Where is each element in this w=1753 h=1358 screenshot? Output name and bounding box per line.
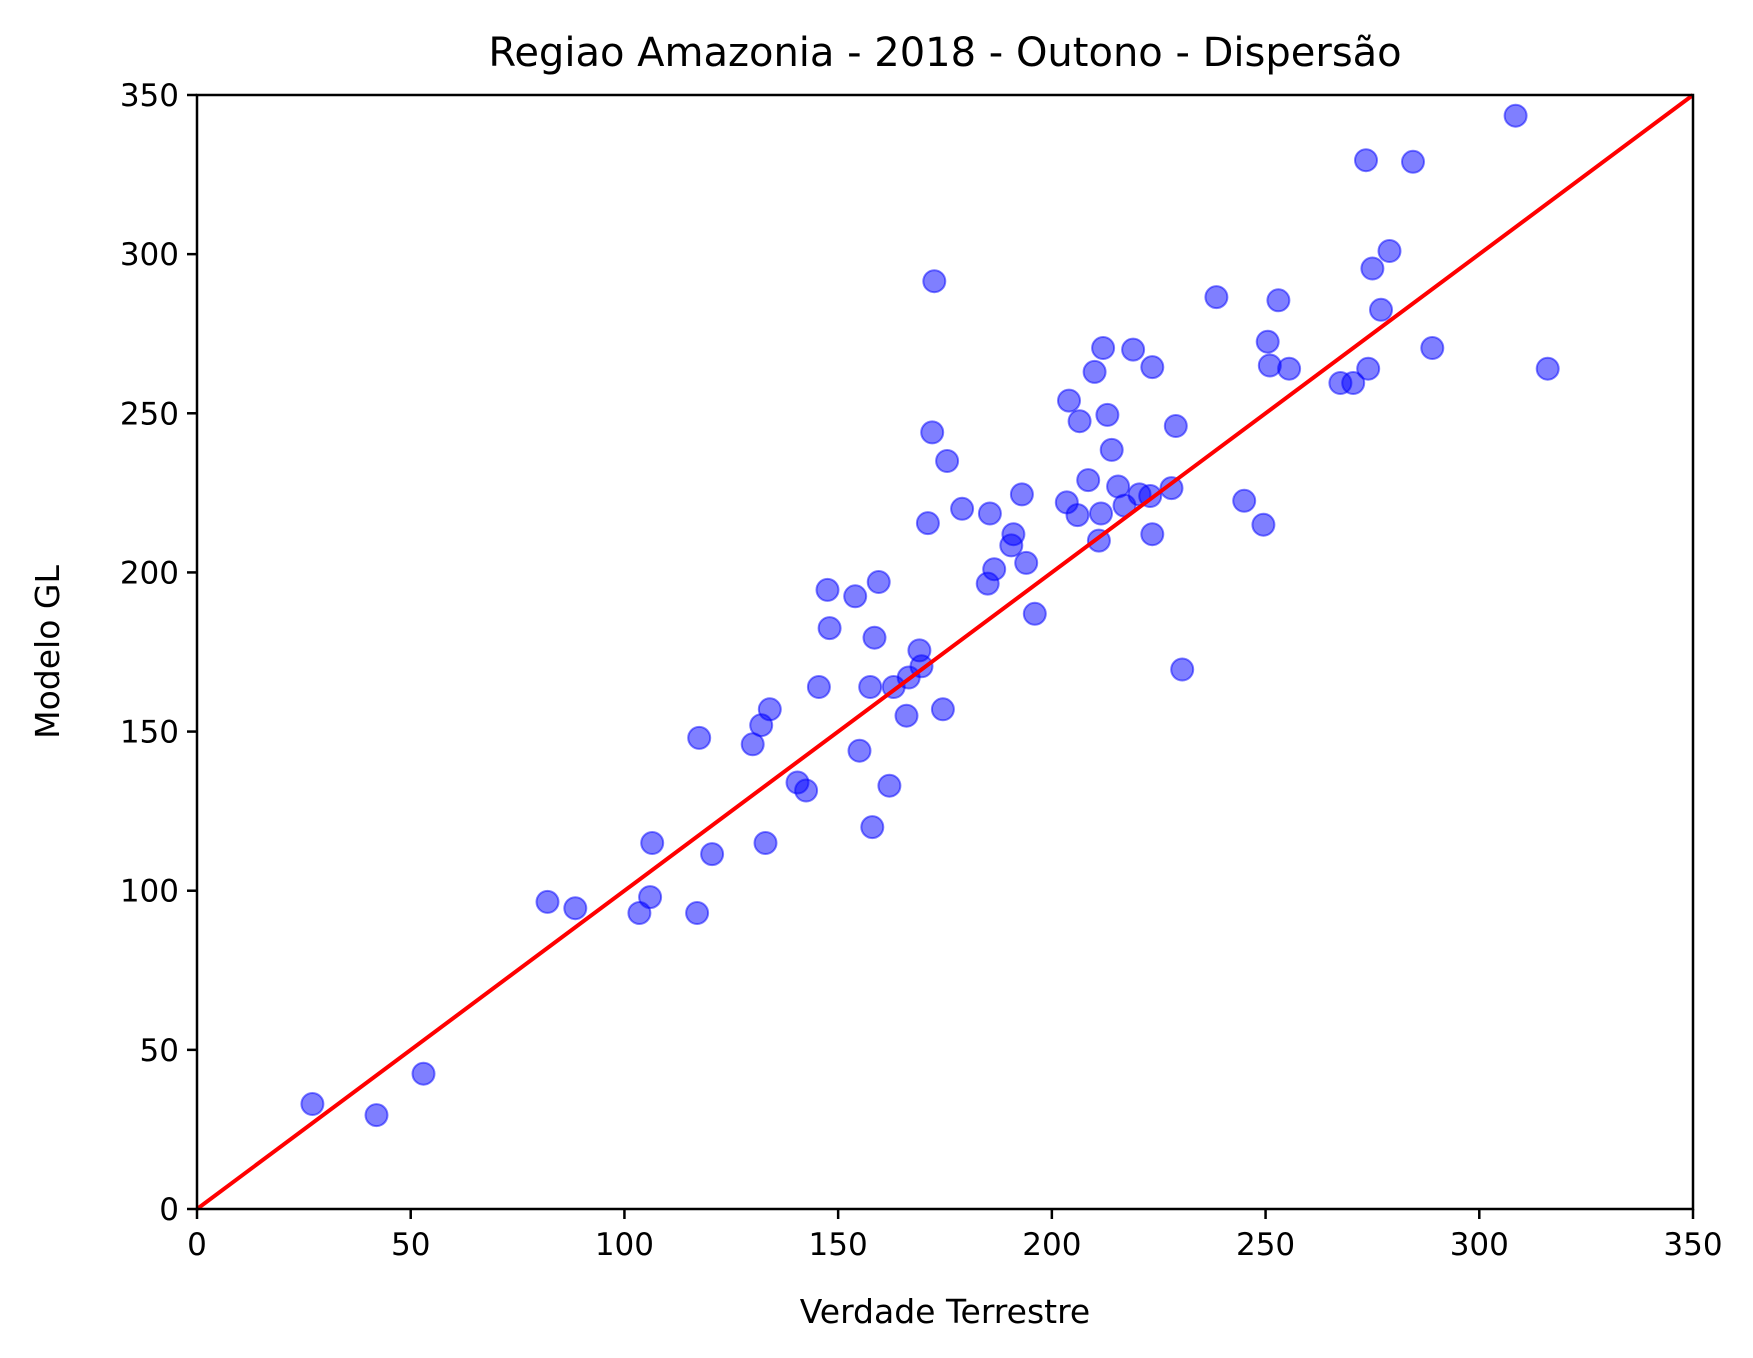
data-point (806, 675, 831, 699)
data-point (866, 570, 891, 594)
data-point (1001, 522, 1026, 547)
data-point (877, 773, 902, 798)
data-point (1356, 356, 1381, 381)
y-tick-label: 100 (120, 874, 179, 910)
data-point (860, 815, 885, 840)
data-point (1277, 356, 1302, 381)
data-point (1535, 356, 1560, 381)
data-point (757, 697, 782, 722)
data-point (1159, 476, 1184, 501)
data-point (935, 449, 960, 473)
data-point (563, 896, 588, 921)
data-point (843, 584, 868, 609)
data-point (411, 1061, 436, 1086)
x-tick-label: 200 (1022, 1227, 1081, 1263)
data-point (685, 901, 710, 925)
data-point (1503, 103, 1528, 128)
data-point (1232, 488, 1257, 513)
data-point (1354, 148, 1378, 173)
data-point (1014, 550, 1039, 575)
data-point (915, 511, 940, 536)
y-tick-label: 250 (120, 396, 179, 432)
y-tick-label: 350 (120, 78, 179, 114)
x-tick-label: 350 (1663, 1227, 1722, 1263)
data-point (858, 675, 883, 699)
data-point (687, 725, 712, 750)
y-tick-label: 200 (120, 555, 179, 591)
data-point (1009, 482, 1034, 507)
data-point (1140, 355, 1165, 380)
data-point (1089, 501, 1113, 526)
data-point (977, 501, 1002, 526)
data-point (1266, 288, 1291, 313)
x-tick-label: 300 (1450, 1227, 1509, 1263)
data-point (700, 842, 725, 867)
data-point (1251, 512, 1276, 537)
x-axis: 0 50 100 150 200 250 300 350 (187, 1209, 1723, 1263)
data-point (1121, 337, 1146, 362)
y-tick-label: 150 (120, 715, 179, 751)
data-point (1091, 336, 1116, 360)
data-point (920, 420, 945, 445)
y-tick-label: 0 (159, 1192, 179, 1228)
data-point (1401, 149, 1425, 174)
data-point (300, 1092, 325, 1116)
data-point (1140, 522, 1165, 547)
data-point (862, 625, 887, 650)
data-point (1204, 285, 1229, 310)
y-axis: 0 50 100 150 200 250 300 350 (120, 78, 197, 1228)
x-axis-label: Verdade Terrestre (800, 1292, 1090, 1331)
x-tick-label: 250 (1236, 1227, 1295, 1263)
data-point (1170, 657, 1195, 682)
data-point (1255, 329, 1280, 354)
data-point (364, 1103, 389, 1128)
y-tick-label: 300 (120, 237, 179, 273)
data-point (1369, 297, 1393, 322)
y-axis-label: Modelo GL (28, 565, 67, 739)
x-tick-label: 100 (595, 1227, 654, 1263)
data-point (982, 557, 1007, 582)
data-point (1067, 409, 1092, 434)
data-point (1257, 353, 1282, 378)
y-tick-label: 50 (140, 1033, 179, 1069)
data-point (1163, 414, 1188, 438)
data-point (950, 496, 975, 521)
data-point (1076, 468, 1101, 493)
data-point (753, 831, 778, 855)
data-point (640, 831, 665, 855)
data-point (1065, 503, 1090, 528)
chart-title: Regiao Amazonia - 2018 - Outono - Disper… (488, 30, 1401, 76)
data-point (847, 738, 872, 763)
data-point (794, 778, 819, 803)
data-point (1099, 437, 1124, 462)
data-point (1360, 256, 1385, 281)
plot-frame (195, 93, 1695, 1211)
data-point (930, 697, 955, 722)
data-point (817, 616, 842, 641)
data-point (1082, 359, 1107, 384)
reference-line (195, 93, 1695, 1211)
data-point (535, 889, 560, 914)
reference-line-layer (195, 93, 1695, 1211)
data-point (894, 703, 919, 728)
data-point (1377, 239, 1402, 263)
data-point (1420, 336, 1445, 360)
x-tick-label: 150 (809, 1227, 868, 1263)
points-layer (300, 103, 1560, 1128)
x-tick-label: 0 (187, 1227, 207, 1263)
data-point (922, 269, 947, 294)
data-point (638, 885, 663, 910)
data-point (1057, 388, 1081, 413)
data-point (1022, 601, 1047, 626)
data-point (1341, 371, 1366, 395)
data-point (815, 577, 840, 602)
x-tick-label: 50 (391, 1227, 430, 1263)
data-point (1095, 402, 1120, 427)
